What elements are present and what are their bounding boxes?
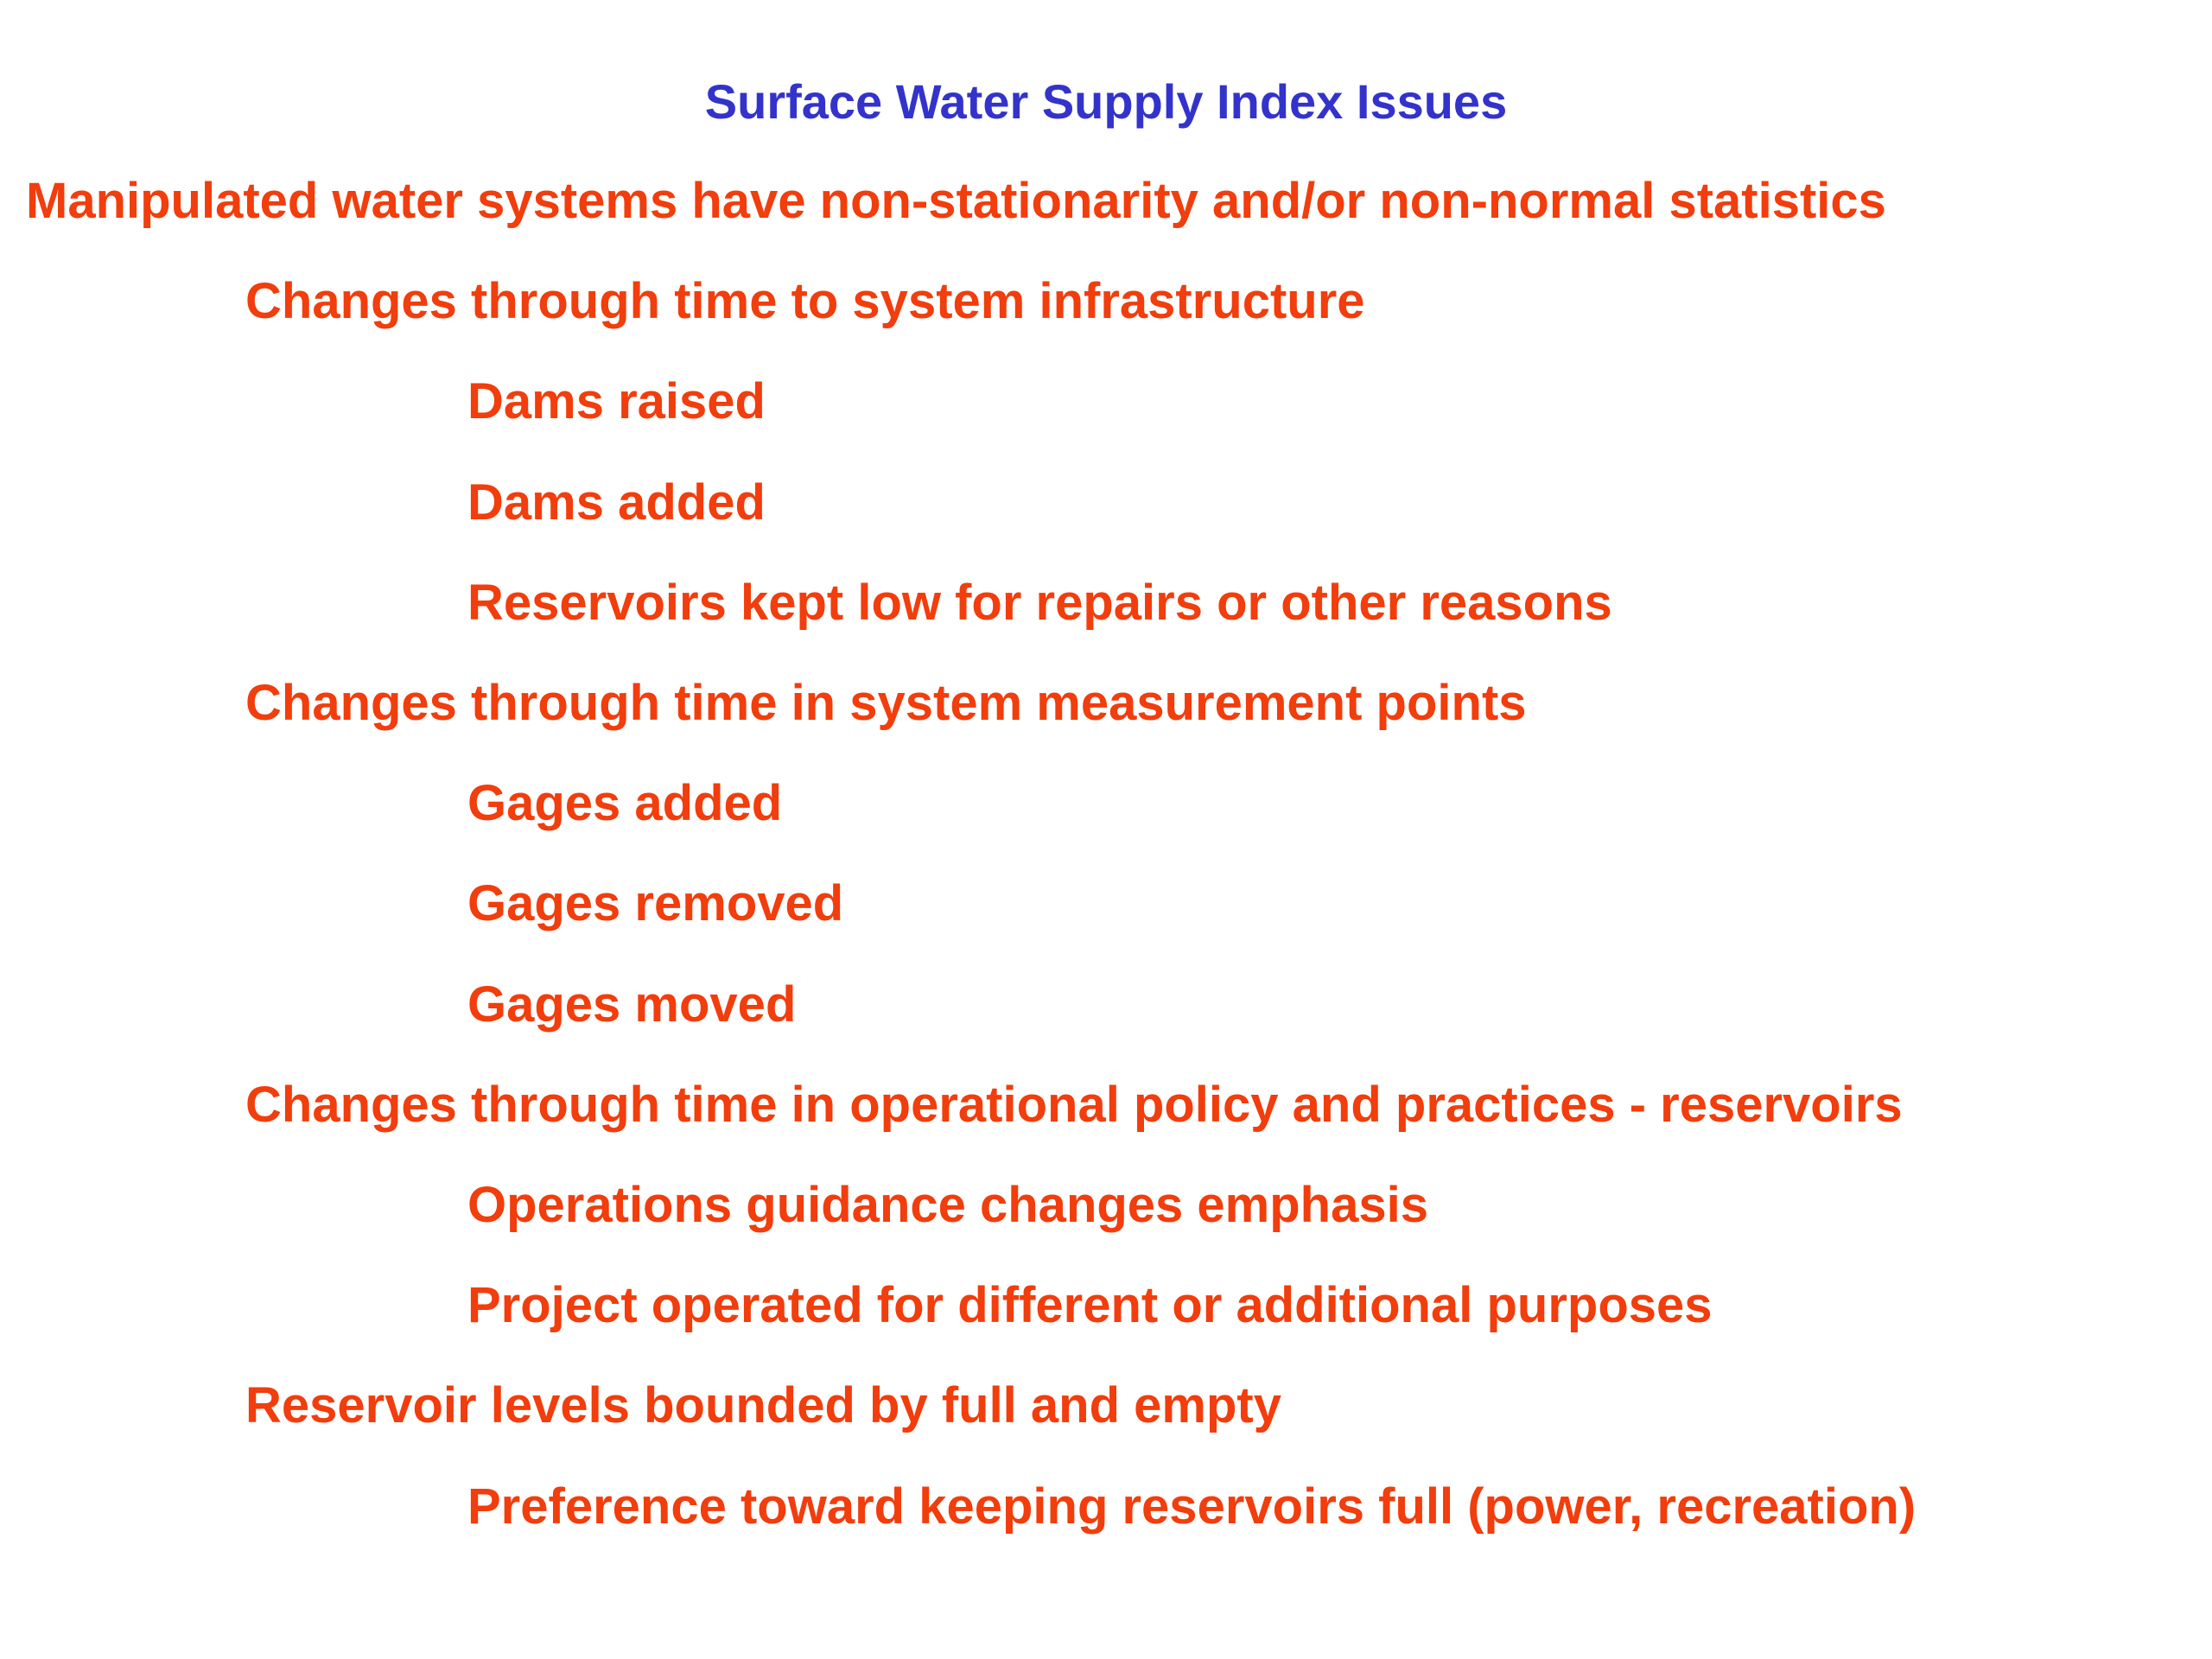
- outline-item: Operations guidance changes emphasis: [467, 1177, 1428, 1233]
- outline-item: Dams added: [467, 474, 766, 531]
- outline-item: Changes through time to system infrastru…: [245, 273, 1365, 330]
- outline-item: Reservoir levels bounded by full and emp…: [245, 1377, 1281, 1434]
- outline-item: Gages removed: [467, 875, 844, 932]
- outline-item: Gages moved: [467, 976, 797, 1033]
- outline-item: Gages added: [467, 775, 783, 832]
- outline-item: Manipulated water systems have non-stati…: [26, 173, 1886, 229]
- outline-item: Project operated for different or additi…: [467, 1277, 1713, 1334]
- slide-title: Surface Water Supply Index Issues: [704, 74, 1508, 129]
- outline-item: Changes through time in system measureme…: [245, 675, 1527, 731]
- outline-item: Preference toward keeping reservoirs ful…: [467, 1478, 1916, 1535]
- outline-item: Changes through time in operational poli…: [245, 1076, 1903, 1133]
- outline-item: Reservoirs kept low for repairs or other…: [467, 574, 1612, 631]
- outline-item: Dams raised: [467, 373, 766, 430]
